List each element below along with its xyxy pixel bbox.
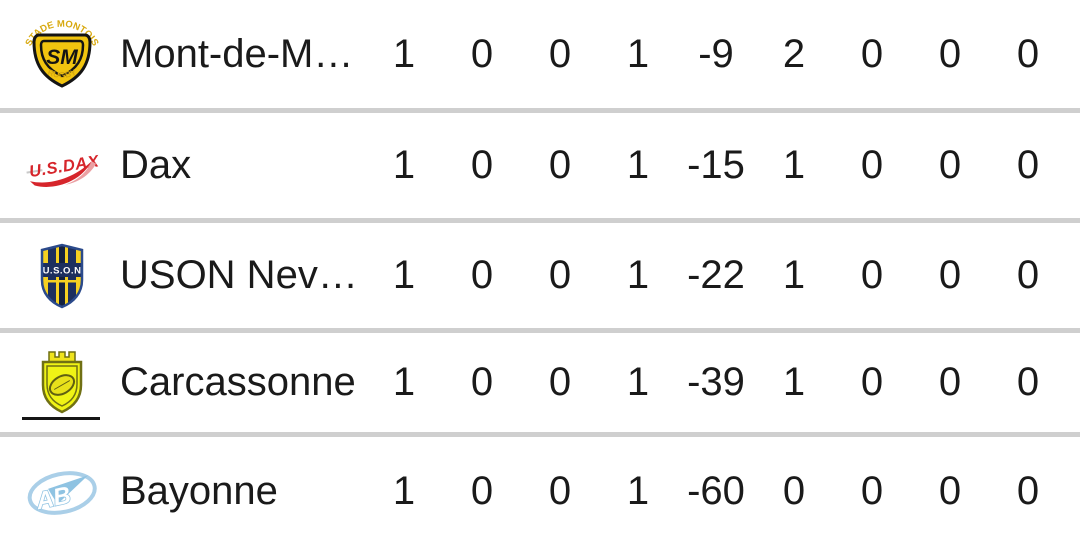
- stat-played: 1: [392, 31, 416, 76]
- team-logo-cell: [0, 333, 120, 432]
- stat-col7: 0: [860, 360, 884, 404]
- logo-text-sm: SM: [46, 46, 78, 69]
- stat-points: 0: [782, 469, 806, 513]
- stat-col7: 0: [860, 143, 884, 187]
- stat-diff: -9: [698, 31, 734, 76]
- stat-losses: 1: [626, 143, 650, 187]
- stat-col9: 0: [1016, 360, 1040, 404]
- team-name: Carcassonne: [120, 360, 356, 404]
- stat-diff: -15: [687, 143, 745, 187]
- team-logo-cell: U.S.O.N: [0, 223, 120, 328]
- row-divider: [0, 218, 1080, 223]
- stat-played: 1: [392, 360, 416, 404]
- stat-wins: 0: [470, 360, 494, 404]
- row-divider: [0, 108, 1080, 113]
- relegation-line: [22, 417, 100, 420]
- team-logo-cell: STADE MONTOIS SM RUGBY: [0, 0, 120, 108]
- stat-draws: 0: [548, 253, 572, 297]
- logo-text-ab: AB: [33, 481, 74, 515]
- stat-points: 2: [782, 31, 806, 76]
- stat-wins: 0: [470, 469, 494, 513]
- stat-draws: 0: [548, 360, 572, 404]
- stat-col8: 0: [938, 360, 962, 404]
- mont-de-marsan-logo: STADE MONTOIS SM RUGBY: [23, 19, 101, 88]
- stat-losses: 1: [626, 360, 650, 404]
- stat-points: 1: [782, 360, 806, 404]
- team-logo-cell: AB: [0, 437, 120, 546]
- stat-col8: 0: [938, 469, 962, 513]
- stat-diff: -60: [687, 469, 745, 513]
- stat-col8: 0: [938, 31, 962, 76]
- team-logo-cell: U.S.DAX: [0, 113, 120, 218]
- uson-nevers-logo: U.S.O.N: [40, 243, 84, 308]
- team-name: Mont-de-Mar…: [120, 31, 365, 76]
- stat-col7: 0: [860, 469, 884, 513]
- stat-points: 1: [782, 143, 806, 187]
- stat-losses: 1: [626, 31, 650, 76]
- stat-col7: 0: [860, 253, 884, 297]
- table-row-dax[interactable]: U.S.DAX Dax 1 0 0 1 -15 1 0 0 0: [0, 113, 1080, 218]
- stat-losses: 1: [626, 469, 650, 513]
- table-row-carcassonne[interactable]: Carcassonne 1 0 0 1 -39 1 0 0 0: [0, 333, 1080, 432]
- stat-draws: 0: [548, 469, 572, 513]
- stat-points: 1: [782, 253, 806, 297]
- row-divider: [0, 328, 1080, 333]
- stat-col9: 0: [1016, 469, 1040, 513]
- stat-wins: 0: [470, 31, 494, 76]
- stat-col9: 0: [1016, 143, 1040, 187]
- stat-played: 1: [392, 469, 416, 513]
- team-name: Bayonne: [120, 469, 278, 513]
- stat-played: 1: [392, 143, 416, 187]
- team-name: Dax: [120, 143, 192, 187]
- stat-col8: 0: [938, 253, 962, 297]
- stat-draws: 0: [548, 31, 572, 76]
- table-row-uson-nevers[interactable]: U.S.O.N USON Nevers 1 0 0 1 -22 1 0 0 0: [0, 223, 1080, 328]
- stat-col9: 0: [1016, 31, 1040, 76]
- stat-col7: 0: [860, 31, 884, 76]
- stat-col8: 0: [938, 143, 962, 187]
- stat-wins: 0: [470, 143, 494, 187]
- stat-losses: 1: [626, 253, 650, 297]
- dax-logo: U.S.DAX: [26, 152, 101, 187]
- logo-text-rugby: RUGBY: [46, 67, 78, 80]
- logo-text-uson: U.S.O.N: [43, 265, 82, 276]
- team-name: USON Nevers: [120, 253, 365, 297]
- stat-draws: 0: [548, 143, 572, 187]
- stat-col9: 0: [1016, 253, 1040, 297]
- stat-played: 1: [392, 253, 416, 297]
- table-row-mont-de-marsan[interactable]: STADE MONTOIS SM RUGBY Mont-de-Mar… 1 0 …: [0, 0, 1080, 108]
- stat-diff: -22: [687, 253, 745, 297]
- stat-wins: 0: [470, 253, 494, 297]
- svg-text:RUGBY: RUGBY: [46, 67, 78, 80]
- table-row-bayonne[interactable]: AB Bayonne 1 0 0 1 -60 0 0 0 0: [0, 437, 1080, 546]
- stat-diff: -39: [687, 360, 745, 404]
- bayonne-logo: AB: [27, 470, 97, 516]
- carcassonne-logo: [41, 350, 83, 413]
- row-divider: [0, 432, 1080, 437]
